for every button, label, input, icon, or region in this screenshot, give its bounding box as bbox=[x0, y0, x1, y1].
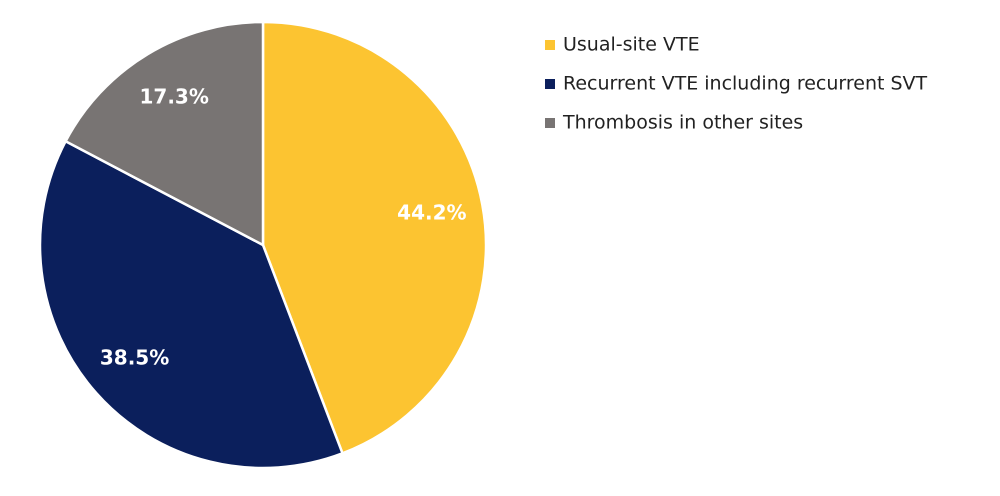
data-label: 44.2% bbox=[397, 200, 466, 224]
pie-slice bbox=[261, 20, 488, 455]
data-label: 17.3% bbox=[140, 85, 209, 109]
legend-swatch bbox=[545, 118, 555, 128]
pie-slice bbox=[63, 20, 265, 248]
legend-label: Thrombosis in other sites bbox=[562, 112, 803, 134]
pie-slice bbox=[38, 139, 345, 470]
legend-swatch bbox=[545, 40, 555, 50]
data-label: 38.5% bbox=[100, 345, 169, 369]
legend-label: Recurrent VTE including recurrent SVT bbox=[563, 73, 928, 95]
legend-label: Usual-site VTE bbox=[563, 34, 700, 56]
legend-swatch bbox=[545, 79, 555, 89]
